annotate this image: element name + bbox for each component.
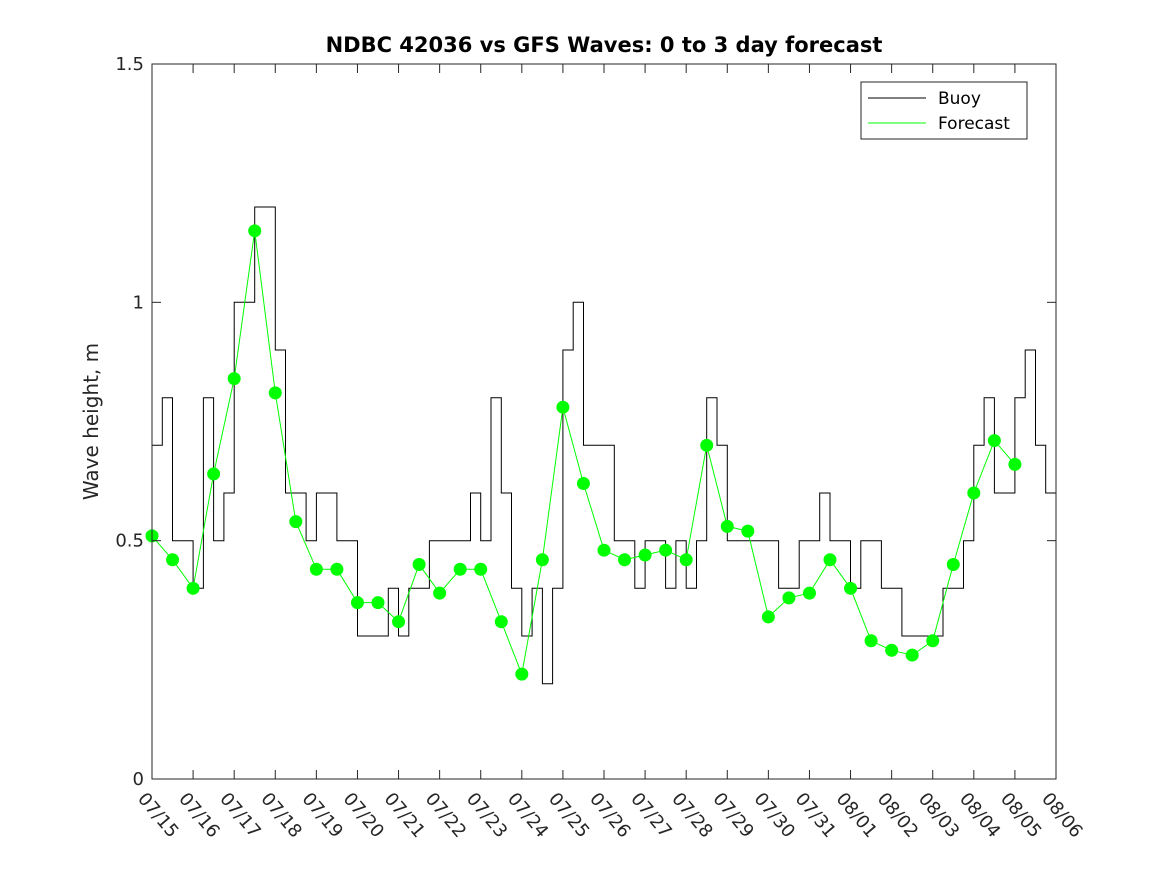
- forecast-point: [597, 543, 611, 557]
- chart-title: NDBC 42036 vs GFS Waves: 0 to 3 day fore…: [326, 33, 883, 57]
- forecast-point: [926, 634, 940, 648]
- y-tick-label: 0: [133, 769, 144, 790]
- forecast-point: [761, 610, 775, 624]
- forecast-point: [494, 615, 508, 629]
- forecast-point: [350, 596, 364, 610]
- forecast-point: [248, 224, 262, 238]
- forecast-point: [227, 372, 241, 386]
- forecast-point: [782, 591, 796, 605]
- forecast-point: [802, 586, 816, 600]
- forecast-point: [700, 438, 714, 452]
- forecast-point: [720, 519, 734, 533]
- forecast-point: [823, 553, 837, 567]
- forecast-point: [741, 524, 755, 538]
- forecast-point: [453, 562, 467, 576]
- legend-box: [860, 81, 1028, 140]
- forecast-point: [207, 467, 221, 481]
- forecast-point: [679, 553, 693, 567]
- forecast-point: [535, 553, 549, 567]
- forecast-point: [618, 553, 632, 567]
- forecast-point: [268, 386, 282, 400]
- forecast-point: [289, 515, 303, 529]
- y-tick-label: 1: [133, 292, 144, 313]
- forecast-point: [844, 581, 858, 595]
- forecast-point: [638, 548, 652, 562]
- y-axis-label: Wave height, m: [79, 343, 103, 500]
- forecast-point: [186, 581, 200, 595]
- forecast-point: [556, 400, 570, 414]
- buoy-line: [152, 206, 1057, 685]
- forecast-point: [864, 634, 878, 648]
- legend-label-forecast: Forecast: [938, 114, 1010, 134]
- forecast-point: [166, 553, 180, 567]
- legend: Buoy Forecast: [860, 81, 1028, 140]
- forecast-point: [371, 596, 385, 610]
- legend-label-buoy: Buoy: [938, 89, 981, 109]
- forecast-point: [905, 648, 919, 662]
- forecast-point: [1008, 457, 1022, 471]
- forecast-point: [433, 586, 447, 600]
- forecast-point: [659, 543, 673, 557]
- forecast-point: [885, 643, 899, 657]
- y-tick-label: 0.5: [115, 531, 144, 552]
- forecast-point: [309, 562, 323, 576]
- forecast-point: [987, 434, 1001, 448]
- y-tick-label: 1.5: [115, 54, 144, 75]
- forecast-point: [576, 476, 590, 490]
- forecast-point: [515, 667, 529, 681]
- forecast-point: [474, 562, 488, 576]
- forecast-point: [330, 562, 344, 576]
- forecast-point: [392, 615, 406, 629]
- forecast-point: [967, 486, 981, 500]
- forecast-point: [946, 558, 960, 571]
- forecast-point: [412, 558, 426, 571]
